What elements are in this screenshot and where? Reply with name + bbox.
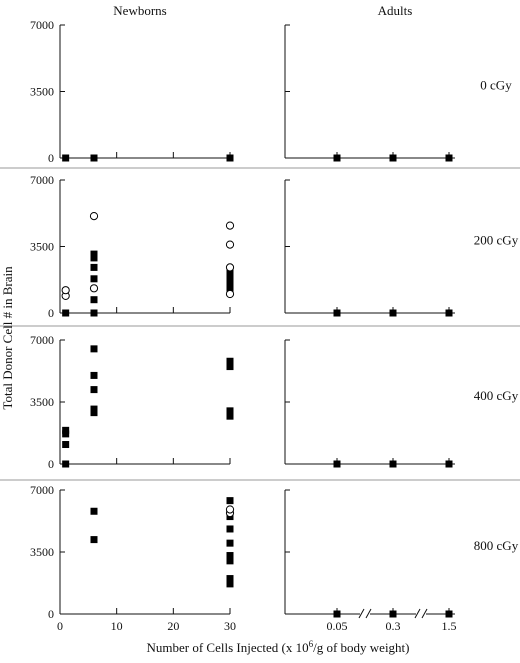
filled-square-newborn-2-5 [90, 405, 98, 413]
ytick-label-2-0: 0 [48, 457, 54, 471]
filled-square-newborn-1-5 [90, 254, 98, 262]
filled-square-newborn-2-7 [90, 371, 98, 379]
y-axis-label: Total Donor Cell # in Brain [0, 266, 15, 410]
marks-layer [61, 154, 453, 618]
filled-square-newborn-3-2 [226, 580, 234, 588]
filled-square-newborn-1-2 [90, 296, 98, 304]
filled-square-newborn-2-0 [62, 460, 70, 468]
open-circle-newborn-1-5 [225, 263, 235, 272]
filled-square-newborn-1-1 [90, 309, 98, 317]
ytick-label-3-1: 3500 [30, 545, 54, 559]
axis-break-gap-1 [416, 610, 426, 618]
filled-square-adult-0-1 [389, 154, 397, 162]
column-title-adults: Adults [378, 3, 413, 18]
newborn-xtick-label-1: 10 [111, 619, 123, 633]
axis-break-0 [358, 608, 372, 619]
adult-xtick-label-0: 0.05 [327, 619, 348, 633]
open-circle-newborn-1-7 [225, 221, 235, 230]
axis-break-1 [414, 608, 428, 619]
filled-square-newborn-2-13 [226, 357, 234, 365]
filled-square-newborn-2-1 [62, 441, 70, 449]
dose-label-1: 200 cGy [474, 233, 519, 248]
filled-square-newborn-1-8 [226, 282, 234, 290]
filled-square-adult-3-1 [389, 610, 397, 618]
open-circle-newborn-1-1 [61, 286, 70, 295]
ytick-label-3-2: 7000 [30, 483, 54, 497]
filled-square-newborn-1-3 [90, 275, 98, 283]
newborn-xtick-label-2: 20 [167, 619, 179, 633]
filled-square-newborn-1-10 [226, 275, 234, 283]
open-circle-newborn-1-2 [89, 284, 99, 293]
filled-square-adult-3-2 [445, 610, 453, 618]
filled-square-adult-3-0 [333, 610, 341, 618]
ytick-label-2-2: 7000 [30, 333, 54, 347]
filled-square-newborn-3-3 [226, 575, 234, 583]
open-circle-newborn-1-6 [225, 240, 235, 249]
ytick-label-2-1: 3500 [30, 395, 54, 409]
filled-square-newborn-2-9 [226, 412, 234, 420]
filled-square-adult-1-0 [333, 309, 341, 317]
ytick-label-0-1: 3500 [30, 85, 54, 99]
filled-square-newborn-3-1 [90, 507, 98, 515]
filled-square-adult-1-2 [445, 309, 453, 317]
x-axis-label-sup: 6 [309, 639, 314, 649]
filled-square-newborn-1-4 [90, 263, 98, 271]
x-axis-label-tail: /g of body weight) [313, 640, 409, 655]
ytick-label-0-2: 7000 [30, 18, 54, 32]
filled-square-newborn-3-9 [226, 497, 234, 505]
filled-square-newborn-2-12 [226, 363, 234, 371]
axis-break-slash-b-1 [421, 608, 428, 619]
filled-square-newborn-2-2 [62, 430, 70, 438]
filled-square-newborn-2-3 [62, 426, 70, 434]
newborn-xtick-label-3: 30 [224, 619, 236, 633]
filled-square-newborn-3-7 [226, 525, 234, 533]
filled-square-newborn-1-9 [226, 279, 234, 287]
filled-square-newborn-3-6 [226, 539, 234, 547]
open-circle-newborn-3-1 [225, 505, 235, 514]
dose-label-2: 400 cGy [474, 388, 519, 403]
column-title-newborns: Newborns [113, 3, 166, 18]
filled-square-adult-0-2 [445, 154, 453, 162]
ytick-label-1-2: 7000 [30, 173, 54, 187]
filled-square-adult-2-1 [389, 460, 397, 468]
ytick-label-1-1: 3500 [30, 240, 54, 254]
filled-square-newborn-2-8 [90, 345, 98, 353]
axis-break-slash-a-1 [414, 608, 421, 619]
open-circle-newborn-1-3 [89, 212, 99, 221]
x-axis-label-main: Number of Cells Injected (x 10 [147, 640, 309, 655]
ytick-label-0-0: 0 [48, 151, 54, 165]
axes-layer [0, 24, 520, 619]
ytick-label-1-0: 0 [48, 306, 54, 320]
filled-square-newborn-0-2 [226, 154, 234, 162]
adult-xtick-label-1: 0.3 [386, 619, 401, 633]
filled-square-adult-1-1 [389, 309, 397, 317]
filled-square-newborn-3-5 [226, 552, 234, 560]
filled-square-adult-2-0 [333, 460, 341, 468]
filled-square-newborn-3-4 [226, 557, 234, 565]
filled-square-newborn-2-11 [226, 407, 234, 415]
text-layer: Newborns Adults Total Donor Cell # in Br… [0, 3, 519, 655]
axis-break-gap-0 [360, 610, 370, 618]
filled-square-newborn-1-0 [62, 309, 70, 317]
axis-break-slash-a-0 [358, 608, 365, 619]
dose-label-3: 800 cGy [474, 538, 519, 553]
dose-label-0: 0 cGy [480, 78, 512, 93]
filled-square-newborn-1-6 [90, 250, 98, 258]
filled-square-newborn-2-6 [90, 386, 98, 394]
filled-square-newborn-1-11 [226, 271, 234, 279]
x-axis-label: Number of Cells Injected (x 106/g of bod… [147, 639, 410, 655]
newborn-xtick-label-0: 0 [57, 619, 63, 633]
filled-square-newborn-3-0 [90, 536, 98, 544]
filled-square-adult-2-2 [445, 460, 453, 468]
filled-square-adult-0-0 [333, 154, 341, 162]
ytick-label-3-0: 0 [48, 607, 54, 621]
axis-break-slash-b-0 [365, 608, 372, 619]
filled-square-newborn-0-1 [90, 154, 98, 162]
filled-square-newborn-2-4 [90, 409, 98, 417]
filled-square-newborn-0-0 [62, 154, 70, 162]
open-circle-newborn-1-4 [225, 289, 235, 299]
adult-xtick-label-2: 1.5 [442, 619, 457, 633]
